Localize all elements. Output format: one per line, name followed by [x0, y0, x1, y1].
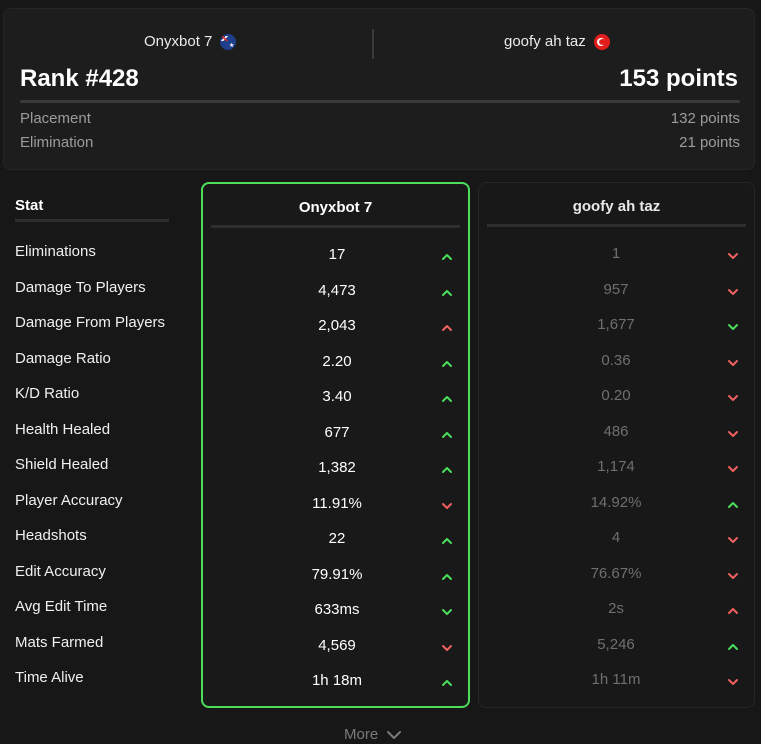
- stat-value: 76.67%: [590, 564, 642, 582]
- stat-label: Eliminations: [15, 243, 96, 260]
- stat-label: Damage From Players: [15, 314, 166, 331]
- stat-label: Mats Farmed: [15, 633, 104, 651]
- chevron-up-icon: [442, 396, 452, 402]
- stat-label: Damage Ratio: [15, 349, 111, 367]
- chevron-down-icon: [728, 288, 738, 295]
- chevron-up-icon: [442, 360, 452, 367]
- player-column-goofy[interactable]: goofy ah taz 1 957 1,677 0.36 0.20 486 1,174 14…: [478, 182, 755, 708]
- stat-value: 4: [611, 529, 621, 546]
- stat-label: Edit Accuracy: [15, 562, 106, 580]
- elimination-row: Elimination 21 points: [20, 134, 740, 151]
- chevron-down-icon: [728, 572, 738, 579]
- stat-label: Avg Edit Time: [15, 598, 108, 615]
- stat-value: 633ms: [314, 601, 360, 618]
- match-summary-card: Onyxbot 7 goofy ah taz Rank #428 153 poi…: [3, 8, 755, 170]
- stat-label: Health Healed: [15, 420, 111, 438]
- stat-label-column: Stat Eliminations Damage To Players Damage…: [15, 184, 169, 686]
- team-right[interactable]: goofy ah taz: [504, 33, 610, 50]
- stat-value: 1,677: [597, 316, 635, 333]
- chevron-down-icon: [728, 359, 738, 366]
- chevron-down-icon: [442, 609, 452, 615]
- stat-value: 4,569: [318, 636, 356, 654]
- stat-value: 2,043: [318, 317, 356, 334]
- team-divider: [372, 29, 374, 59]
- stat-value: 22: [328, 530, 346, 547]
- stat-value: 677: [324, 423, 350, 441]
- stat-label: K/D Ratio: [15, 385, 80, 402]
- player-column-onyxbot[interactable]: Onyxbot 7 17 4,473 2,043 2.20 3.40 677 1,382 11…: [201, 182, 470, 708]
- stat-value: 4,473: [318, 281, 356, 299]
- stat-header: Stat: [15, 184, 169, 222]
- chevron-up-icon: [728, 608, 738, 614]
- chevron-down-icon: [728, 466, 738, 472]
- stat-label: Player Accuracy: [15, 491, 123, 509]
- chevron-down-icon: [728, 253, 738, 259]
- stat-label: Time Alive: [15, 669, 84, 686]
- chevron-down-icon: [442, 502, 452, 509]
- chevron-up-icon: [442, 289, 452, 296]
- team-left-name: Onyxbot 7: [144, 33, 213, 50]
- placement-label: Placement: [20, 110, 91, 127]
- stat-value: 2s: [608, 600, 624, 617]
- chevron-up-icon: [442, 573, 452, 580]
- chevron-down-icon: [442, 644, 452, 651]
- australia-flag-icon: [220, 33, 237, 50]
- team-left[interactable]: Onyxbot 7: [144, 33, 237, 50]
- stat-value: 3.40: [322, 388, 352, 405]
- stat-value: 1: [611, 245, 621, 262]
- turkey-flag-icon: [593, 33, 610, 50]
- stat-value: 79.91%: [311, 565, 363, 583]
- stat-value: 0.36: [601, 351, 631, 369]
- rank-label: Rank #428: [20, 65, 139, 92]
- chevron-down-icon: [728, 537, 738, 543]
- stat-label: Headshots: [15, 527, 87, 544]
- player-column-header: Onyxbot 7: [211, 184, 460, 228]
- placement-row: Placement 132 points: [20, 110, 740, 127]
- player-column-header: goofy ah taz: [487, 183, 746, 227]
- stat-value: 1,174: [597, 458, 635, 475]
- chevron-down-icon: [728, 324, 738, 330]
- stat-value: 11.91%: [312, 494, 362, 512]
- total-points: 153 points: [619, 65, 738, 92]
- chevron-up-icon: [728, 501, 738, 508]
- elimination-label: Elimination: [20, 134, 94, 151]
- stat-value: 0.20: [601, 387, 631, 404]
- chevron-up-icon: [442, 325, 452, 331]
- more-button[interactable]: More: [344, 726, 402, 743]
- stat-label: Shield Healed: [15, 456, 109, 473]
- team-right-name: goofy ah taz: [504, 33, 586, 50]
- stat-value: 1,382: [318, 459, 356, 476]
- chevron-down-icon: [728, 679, 738, 685]
- stat-value: 17: [328, 246, 346, 263]
- chevron-down-icon: [728, 430, 738, 437]
- chevron-up-icon: [442, 254, 452, 260]
- more-label: More: [344, 726, 379, 743]
- stat-value: 2.20: [322, 352, 352, 370]
- stat-value: 957: [603, 280, 629, 298]
- stat-value: 5,246: [597, 635, 635, 653]
- placement-value: 132 points: [670, 110, 740, 127]
- chevron-up-icon: [728, 643, 738, 650]
- chevron-up-icon: [442, 431, 452, 438]
- stat-label: Damage To Players: [15, 278, 146, 296]
- points-divider: [20, 100, 740, 103]
- chevron-up-icon: [442, 467, 452, 473]
- stat-value: 1h 18m: [311, 672, 363, 689]
- chevron-up-icon: [442, 538, 452, 544]
- stat-value: 1h 11m: [591, 671, 641, 688]
- chevron-down-icon: [728, 395, 738, 401]
- stat-value: 486: [603, 422, 629, 440]
- elimination-value: 21 points: [679, 134, 740, 151]
- stat-value: 14.92%: [590, 493, 642, 511]
- chevron-up-icon: [442, 680, 452, 686]
- chevron-down-icon: [387, 730, 402, 739]
